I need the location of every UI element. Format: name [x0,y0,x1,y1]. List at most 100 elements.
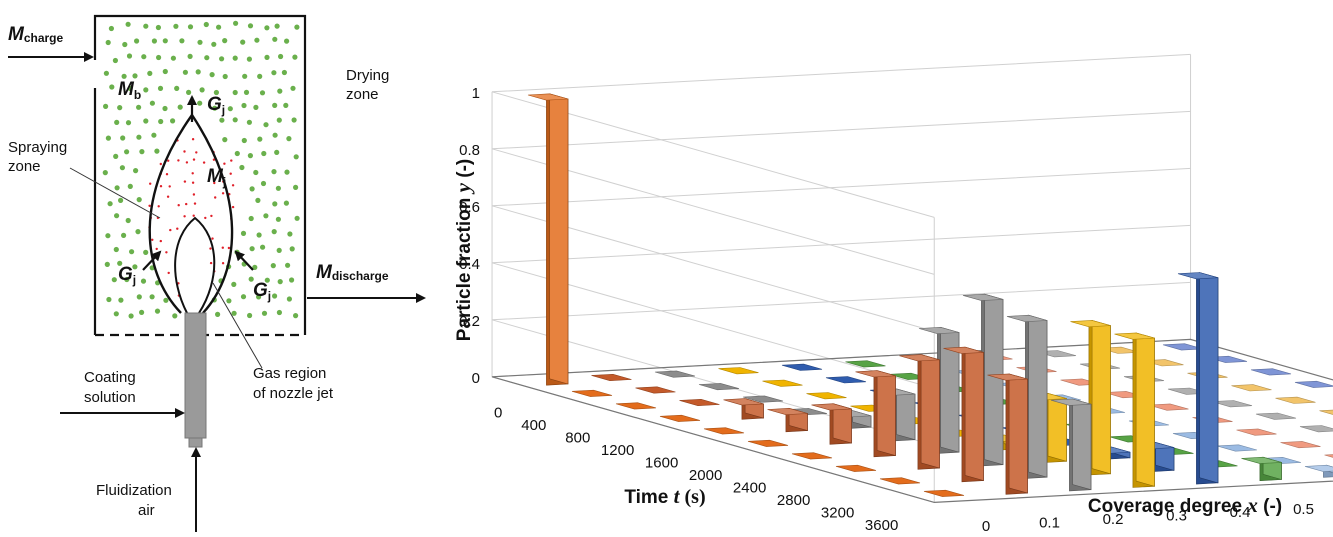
fluidization-air-label-1: Fluidization [96,482,172,499]
y-tick-label: 0.8 [459,142,480,159]
particle-dot [143,87,149,93]
spray-droplet [229,172,232,175]
particle-dot [173,23,179,29]
particle-dot [249,186,255,192]
particle-dot [162,105,168,112]
particle-dot [174,85,180,91]
bar [679,398,720,407]
spray-droplet [192,193,196,196]
particle-dot [293,154,299,160]
particle-dot [134,38,140,44]
time-tick-label: 800 [565,430,590,447]
y-tick-label: 0 [472,370,480,387]
particle-dot [247,23,254,29]
particle-dot [103,103,109,109]
x-axis-title: Time t (s) [624,484,705,508]
bar [899,354,940,470]
spray-droplet [166,195,170,198]
gj-right-arrow [234,250,254,271]
bar [571,389,613,397]
spray-droplet [155,247,158,251]
bar [1114,332,1155,488]
particle-dot [118,297,124,303]
particle-dot [182,69,188,75]
spray-droplet [211,237,214,240]
particle-dot [187,24,194,30]
spray-droplet [159,162,162,166]
particle-dot [261,310,268,316]
bar [923,489,965,497]
particle-dot [271,229,277,235]
y-tick-label: 0.2 [459,313,480,330]
particle-dot [272,132,278,138]
particle-dot [222,73,228,80]
particle-dot [105,135,111,141]
particle-dot [147,70,153,76]
particle-dot [102,170,108,176]
bar [1280,441,1321,449]
particle-dot [117,105,123,111]
gas-region-leader [212,282,263,369]
particle-dot [261,150,267,157]
bar [635,386,676,394]
particle-dot [177,104,183,110]
bar [1026,393,1067,463]
spraying-zone-label-2: zone [8,158,41,175]
bar [1241,456,1282,482]
particle-dot [248,276,254,282]
particle-dot [209,72,215,78]
particle-dot [263,213,269,219]
gj-left-arrow [142,250,162,271]
bar [835,464,877,472]
particle-dot [281,69,287,76]
particle-dot [211,41,217,47]
particle-dot [294,24,300,30]
particle-dot [197,100,203,106]
particle-dot [121,232,127,238]
particle-dot [125,120,132,126]
spray-droplet [149,182,152,185]
particle-dot [108,25,114,32]
particle-dot [104,261,110,267]
particle-dot [275,216,281,222]
particle-dot [127,85,133,91]
particle-dot [233,20,239,26]
particle-dot [141,54,147,60]
particle-dot [124,149,130,155]
bar [1299,425,1333,433]
particle-dot [277,88,283,94]
nozzle [184,312,207,439]
particle-dot [256,294,262,300]
y-gridline [491,167,1191,332]
spray-droplet [159,185,163,188]
particle-dot [133,168,139,174]
spray-droplet [183,180,187,183]
chart-bars [527,93,1333,497]
spray-droplet [195,151,198,154]
particle-dot [154,308,161,314]
particle-dot [285,262,291,268]
bar [1250,368,1292,376]
particle-dot [140,278,147,284]
g-j-top-label: Gj [207,94,225,117]
chart-ticks: 0 0.2 0.4 0.6 0.8 1 0 400 800 1200 1600 2000 2400 280… [459,85,1314,535]
particle-dot [129,249,135,255]
particle-dot [284,38,290,44]
fluidization-air-label-2: air [138,502,155,519]
particle-dot [114,185,120,191]
spray-droplet [227,246,231,250]
spray-droplet [192,214,195,217]
coverage-tick-label: 0.4 [1230,504,1251,521]
gas-region-boundary [174,216,216,314]
spray-droplet [167,159,170,162]
spray-droplet [221,192,225,195]
bar [654,370,696,378]
time-tick-label: 400 [521,417,546,434]
spray-droplet [202,161,206,164]
spray-droplet [165,173,169,176]
particle-dot [107,201,113,207]
coverage-tick-label: 0.3 [1166,508,1187,525]
particle-dot [226,298,232,304]
particle-dot [136,134,142,140]
